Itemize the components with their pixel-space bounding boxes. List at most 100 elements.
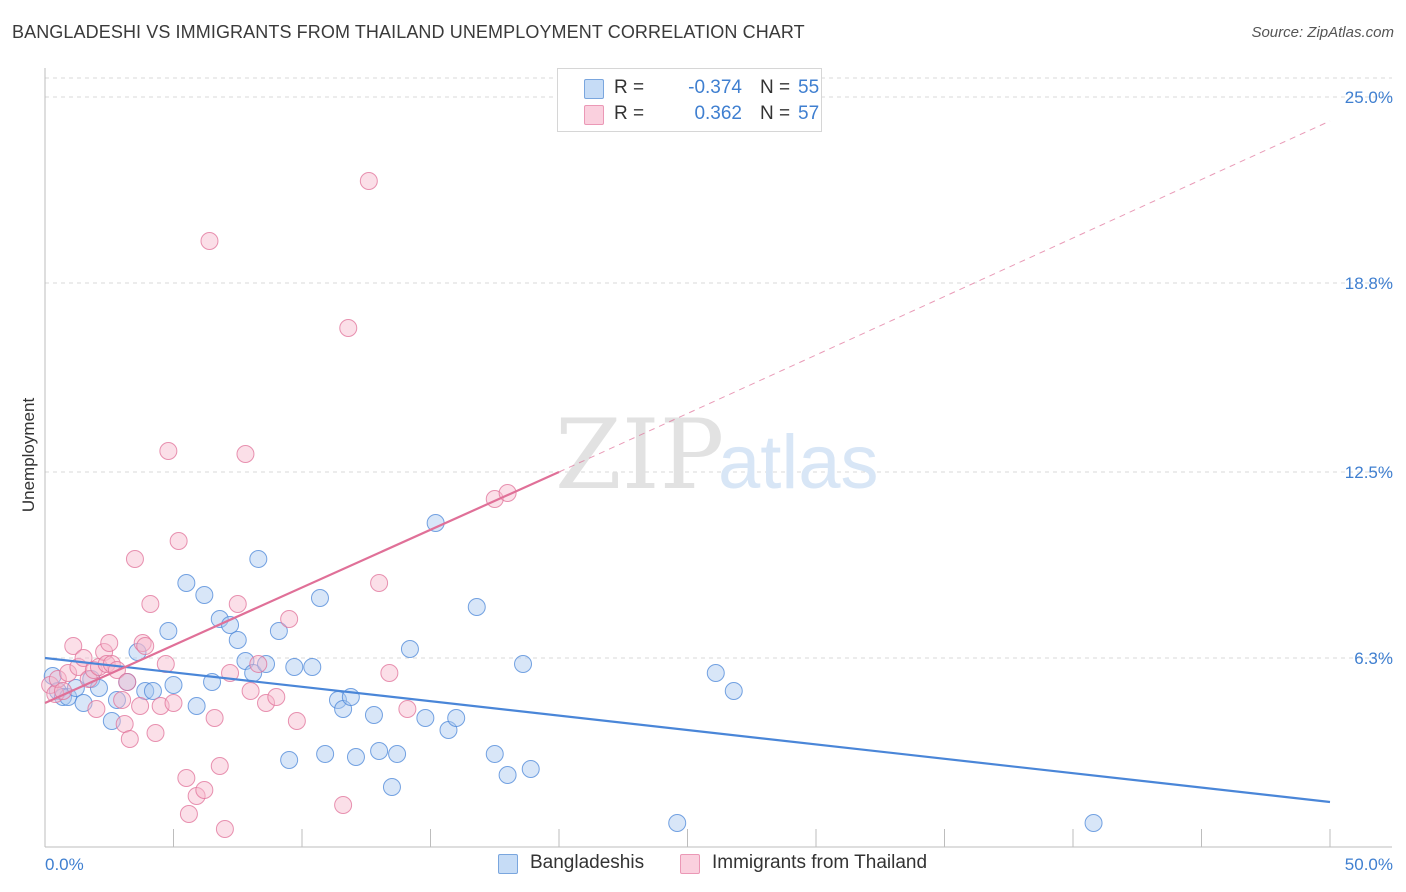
point-bangladeshi	[1084, 814, 1103, 832]
point-bangladeshi	[668, 814, 687, 832]
point-bangladeshi	[400, 640, 419, 658]
point-thailand	[280, 610, 299, 628]
point-thailand	[215, 820, 234, 838]
correlation-legend: R = -0.374 N = 55 R = 0.362 N = 57	[557, 68, 822, 132]
point-bangladeshi	[514, 655, 533, 673]
series-legend-label: Immigrants from Thailand	[712, 852, 928, 873]
point-thailand	[267, 688, 286, 706]
legend-r-value: 0.362	[694, 103, 742, 124]
point-bangladeshi	[257, 655, 276, 673]
watermark: ZIP atlas	[555, 399, 879, 511]
y-tick-label: 18.8%	[1345, 274, 1393, 293]
legend-n-label: N =	[760, 103, 791, 124]
point-thailand	[177, 769, 196, 787]
x-tick-label: 50.0%	[1345, 855, 1393, 874]
point-thailand	[59, 664, 78, 682]
tick-labels: 6.3% 12.5% 18.8% 25.0% 0.0% 50.0%	[45, 88, 1393, 874]
legend-r-value: -0.374	[688, 77, 742, 98]
trend-line-bangladeshis	[44, 656, 1331, 804]
trend-line-thailand	[44, 470, 560, 705]
watermark-atlas: atlas	[718, 420, 879, 505]
point-thailand	[380, 664, 399, 682]
point-bangladeshi	[706, 664, 725, 682]
legend-r-label: R =	[614, 77, 645, 98]
legend-n-value: 57	[798, 103, 820, 124]
point-thailand	[146, 724, 165, 742]
trend-lines	[44, 120, 1331, 804]
point-thailand	[87, 700, 106, 718]
point-bangladeshi	[143, 682, 162, 700]
point-bangladeshi	[195, 586, 214, 604]
point-bangladeshi	[107, 691, 126, 709]
point-thailand	[339, 319, 358, 337]
watermark-zip: ZIP	[555, 399, 724, 511]
point-thailand	[131, 697, 150, 715]
point-thailand	[398, 700, 417, 718]
point-thailand	[64, 637, 83, 655]
point-bangladeshi	[416, 709, 435, 727]
point-bangladeshi	[382, 778, 401, 796]
chart-title: BANGLADESHI VS IMMIGRANTS FROM THAILAND …	[12, 22, 805, 42]
point-bangladeshi	[187, 697, 206, 715]
point-bangladeshi	[498, 766, 517, 784]
point-bangladeshi	[280, 751, 299, 769]
point-bangladeshi	[303, 658, 322, 676]
point-bangladeshi	[228, 631, 247, 649]
legend-r-label: R =	[614, 103, 645, 124]
point-bangladeshi	[346, 748, 365, 766]
legend-swatch-blue	[584, 79, 604, 99]
point-bangladeshi	[485, 745, 504, 763]
point-bangladeshi	[467, 598, 486, 616]
point-thailand	[257, 694, 276, 712]
legend-swatch-pink	[584, 105, 604, 125]
axes	[44, 68, 1392, 848]
y-tick-label: 25.0%	[1345, 88, 1393, 107]
point-thailand	[120, 730, 139, 748]
point-thailand	[359, 172, 378, 190]
x-tick-label: 0.0%	[45, 855, 84, 874]
point-thailand	[48, 670, 67, 688]
point-thailand	[236, 445, 255, 463]
point-thailand	[205, 709, 224, 727]
point-thailand	[136, 637, 155, 655]
point-thailand	[210, 757, 229, 775]
point-thailand	[159, 442, 178, 460]
point-bangladeshi	[159, 622, 178, 640]
point-bangladeshi	[316, 745, 335, 763]
point-bangladeshi	[388, 745, 407, 763]
gridlines	[45, 77, 1392, 659]
point-thailand	[133, 634, 152, 652]
point-bangladeshi	[724, 682, 743, 700]
legend-n-value: 55	[798, 77, 820, 98]
data-points	[41, 172, 1103, 838]
point-thailand	[249, 655, 268, 673]
point-bangladeshi	[364, 706, 383, 724]
point-thailand	[241, 682, 260, 700]
source-label: Source: ZipAtlas.com	[1251, 24, 1394, 41]
legend-swatch-pink	[680, 854, 700, 874]
point-bangladeshi	[447, 709, 466, 727]
point-thailand	[287, 712, 306, 730]
point-bangladeshi	[285, 658, 304, 676]
point-thailand	[370, 574, 389, 592]
legend-n-label: N =	[760, 77, 791, 98]
series-legend-label: Bangladeshis	[530, 852, 645, 873]
point-thailand	[200, 232, 219, 250]
point-bangladeshi	[310, 589, 329, 607]
point-thailand	[179, 805, 198, 823]
point-thailand	[164, 694, 183, 712]
point-bangladeshi	[177, 574, 196, 592]
point-thailand	[113, 691, 132, 709]
point-thailand	[125, 550, 144, 568]
trend-extension-thailand	[558, 120, 1331, 473]
point-thailand	[169, 532, 188, 550]
point-bangladeshi	[164, 676, 183, 694]
y-tick-label: 6.3%	[1354, 649, 1393, 668]
point-bangladeshi	[249, 550, 268, 568]
point-bangladeshi	[521, 760, 540, 778]
y-tick-label: 12.5%	[1345, 463, 1393, 482]
point-bangladeshi	[370, 742, 389, 760]
point-thailand	[195, 781, 214, 799]
point-thailand	[334, 796, 353, 814]
